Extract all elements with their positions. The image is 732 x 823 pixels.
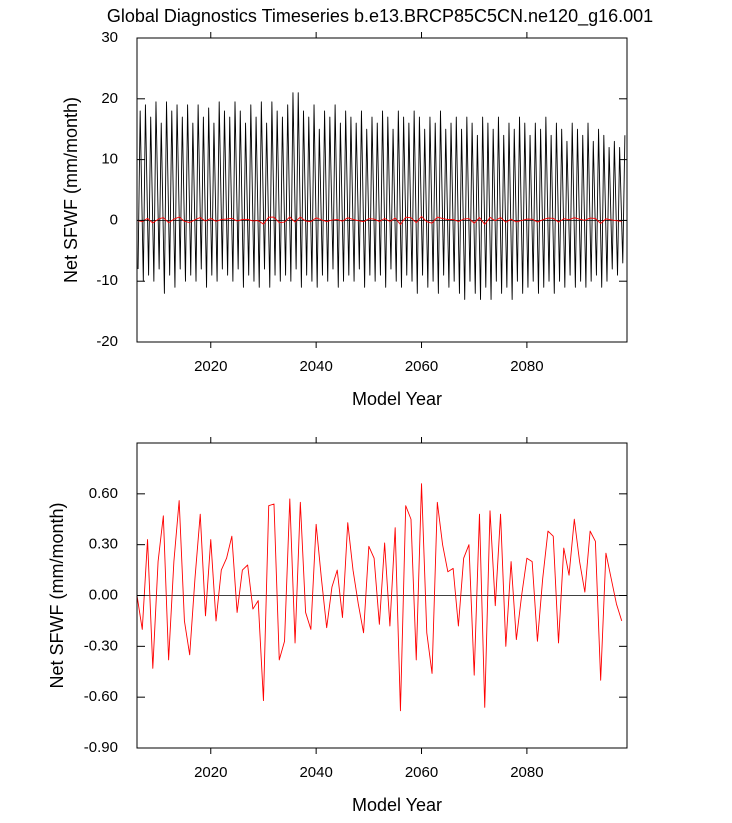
chart-title: Global Diagnostics Timeseries b.e13.BRCP… bbox=[107, 6, 653, 27]
y-tick-label: -0.90 bbox=[84, 739, 118, 756]
y-tick-label: 0.30 bbox=[89, 536, 118, 553]
data-line bbox=[137, 483, 623, 712]
y-tick-label: 20 bbox=[101, 90, 118, 107]
x-tick-label: 2080 bbox=[510, 764, 543, 781]
y-tick-label: 0 bbox=[110, 211, 118, 228]
x-tick-label: 2020 bbox=[194, 358, 227, 375]
data-line bbox=[137, 92, 626, 300]
y-tick-label: -0.60 bbox=[84, 688, 118, 705]
y-tick-label: 30 bbox=[101, 29, 118, 46]
y-tick-label: -0.30 bbox=[84, 637, 118, 654]
x-tick-label: 2060 bbox=[405, 358, 438, 375]
y-axis-label: Net SFWF (mm/month) bbox=[61, 97, 81, 283]
data-line bbox=[137, 215, 622, 225]
x-tick-label: 2080 bbox=[510, 358, 543, 375]
x-tick-label: 2040 bbox=[299, 358, 332, 375]
y-axis-label: Net SFWF (mm/month) bbox=[47, 502, 67, 688]
x-tick-label: 2060 bbox=[405, 764, 438, 781]
y-tick-label: -10 bbox=[96, 272, 118, 289]
plot-frame bbox=[136, 37, 628, 343]
x-tick-label: 2040 bbox=[299, 764, 332, 781]
x-axis-label: Model Year bbox=[352, 389, 442, 409]
x-tick-label: 2020 bbox=[194, 764, 227, 781]
y-tick-label: -20 bbox=[96, 333, 118, 350]
y-tick-label: 0.60 bbox=[89, 485, 118, 502]
y-tick-label: 10 bbox=[101, 151, 118, 168]
x-axis-label: Model Year bbox=[352, 795, 442, 815]
y-tick-label: 0.00 bbox=[89, 586, 118, 603]
